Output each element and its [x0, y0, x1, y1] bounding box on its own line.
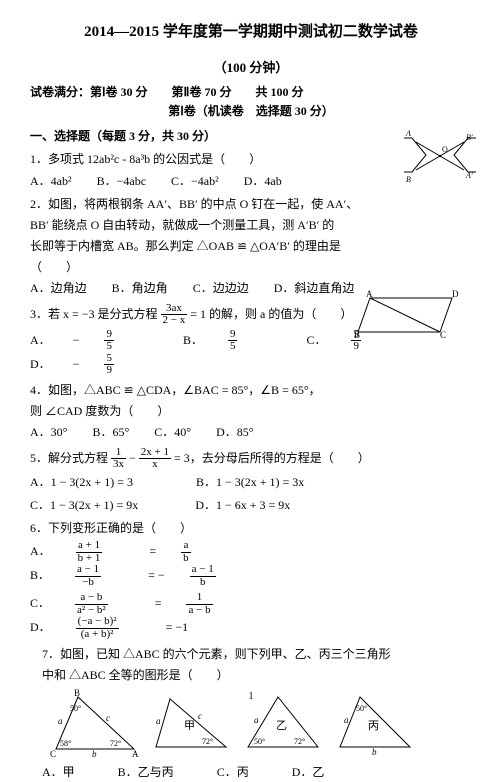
- svg-text:72°: 72°: [294, 737, 305, 746]
- svg-text:c: c: [106, 713, 110, 723]
- q7-line2: 中和 △ABC 全等的图形是（ ）: [42, 666, 472, 685]
- q5-opt-b: B．1 − 3(2x + 1) = 3x: [196, 473, 304, 492]
- q5-opt-a: A．1 − 3(2x + 1) = 3: [30, 473, 133, 492]
- svg-text:B: B: [354, 330, 360, 340]
- svg-text:甲: 甲: [184, 720, 195, 732]
- q7-options: A．甲 B．乙与丙 C．丙 D．乙: [42, 763, 472, 782]
- q2-line4: （ ）: [30, 258, 472, 277]
- q1-opt-a: A．4ab²: [30, 172, 72, 191]
- q4-line1: 4．如图，△ABC ≌ △CDA，∠BAC = 85°，∠B = 65°，: [30, 381, 472, 400]
- q6-opt-d: D． (−a − b)²(a + b)² = −1: [30, 616, 210, 640]
- q4-line2: 则 ∠CAD 度数为（ ）: [30, 402, 472, 421]
- svg-text:72°: 72°: [202, 737, 213, 746]
- svg-text:a: a: [156, 716, 161, 726]
- q6-stem: 6．下列变形正确的是（ ）: [30, 519, 472, 538]
- q2-figure: O B′ A′ B A: [404, 130, 476, 190]
- q1-opt-b: B．−4abc: [97, 172, 146, 191]
- scoring-line-1: 试卷满分：第Ⅰ卷 30 分 第Ⅱ卷 70 分 共 100 分: [30, 83, 472, 102]
- q5-frac2: 2x + 1x: [139, 447, 171, 471]
- duration: （100 分钟）: [30, 58, 472, 79]
- q5-frac1: 13x: [111, 447, 126, 471]
- q3-stem-b: = 1 的解，则 a 的值为（ ）: [190, 306, 352, 320]
- q7-opt-c: C．丙: [217, 763, 249, 782]
- q6-opt-b: B． a − 1−b = − a − 1b: [30, 564, 260, 588]
- q2-opt-a: A．边角边: [30, 279, 87, 298]
- q4-opt-a: A．30°: [30, 423, 67, 442]
- q6-options-row2: C． a − ba² − b² = 1a − b D． (−a − b)²(a …: [30, 592, 472, 640]
- q5-stem-b: = 3，去分母后所得的方程是（ ）: [174, 450, 370, 464]
- q5-stem-a: 5．解分式方程: [30, 450, 111, 464]
- q5-options-row1: A．1 − 3(2x + 1) = 3 B．1 − 3(2x + 1) = 3x: [30, 473, 472, 492]
- svg-text:B′: B′: [466, 133, 473, 142]
- q2-line1: 2．如图，将两根钢条 AA′、BB′ 的中点 O 钉在一起，使 AA′、: [30, 195, 472, 214]
- q7-line1: 7．如图，已知 △ABC 的六个元素，则下列甲、乙、丙三个三角形: [42, 645, 472, 664]
- q6-options-row1: A． a + 1b + 1 = ab B． a − 1−b = − a − 1b: [30, 540, 472, 588]
- svg-text:50°: 50°: [356, 704, 367, 713]
- page-number: 1: [0, 689, 502, 705]
- q4-opt-c: C．40°: [154, 423, 191, 442]
- q5-stem: 5．解分式方程 13x − 2x + 1x = 3，去分母后所得的方程是（ ）: [30, 447, 472, 471]
- svg-text:B: B: [406, 175, 411, 184]
- q6-opt-c: C． a − ba² − b² = 1a − b: [30, 592, 257, 616]
- q5-opt-d: D．1 − 6x + 3 = 9x: [195, 496, 290, 515]
- svg-text:b: b: [372, 747, 377, 757]
- svg-text:D: D: [452, 290, 459, 299]
- q5-opt-c: C．1 − 3(2x + 1) = 9x: [30, 496, 138, 515]
- scoring-line-2: 第Ⅰ卷（机读卷 选择题 30 分）: [30, 102, 472, 121]
- q3-opt-d: D．− 59: [30, 353, 158, 377]
- svg-text:乙: 乙: [276, 719, 287, 732]
- q3-frac: 3ax 2 − x: [161, 303, 188, 327]
- svg-text:A: A: [366, 290, 373, 299]
- svg-text:a: a: [254, 715, 259, 725]
- q4-options: A．30° B．65° C．40° D．85°: [30, 423, 472, 442]
- q4-figure: A D B C: [352, 290, 462, 340]
- q4-opt-d: D．85°: [216, 423, 253, 442]
- q3-stem-a: 3．若 x = −3 是分式方程: [30, 306, 161, 320]
- q7-opt-b: B．乙与丙: [118, 763, 174, 782]
- svg-text:c: c: [198, 711, 202, 721]
- svg-text:58°: 58°: [60, 739, 71, 748]
- q7-opt-d: D．乙: [292, 763, 325, 782]
- exam-title: 2014—2015 学年度第一学期期中测试初二数学试卷: [30, 20, 472, 44]
- q7-opt-a: A．甲: [42, 763, 75, 782]
- svg-text:C: C: [440, 330, 446, 340]
- svg-text:50°: 50°: [70, 704, 81, 713]
- q3-opt-b: B． 95: [183, 329, 282, 353]
- svg-text:72°: 72°: [110, 739, 121, 748]
- svg-text:C: C: [50, 749, 56, 759]
- svg-text:a: a: [344, 715, 349, 725]
- q2-opt-c: C．边边边: [193, 279, 249, 298]
- q2-opt-d: D．斜边直角边: [274, 279, 355, 298]
- q4-opt-b: B．65°: [92, 423, 129, 442]
- svg-text:50°: 50°: [254, 737, 265, 746]
- svg-text:A: A: [405, 130, 411, 138]
- q2-line2: BB′ 能绕点 O 自由转动，就做成一个测量工具，测 A′B′ 的: [30, 216, 472, 235]
- svg-text:b: b: [92, 749, 97, 759]
- q2-opt-b: B．角边角: [112, 279, 168, 298]
- q1-opt-d: D．4ab: [244, 172, 282, 191]
- svg-text:A′: A′: [465, 171, 473, 180]
- q3-opt-a: A．− 95: [30, 329, 158, 353]
- svg-text:A: A: [132, 749, 139, 759]
- q1-opt-c: C．−4ab²: [171, 172, 219, 191]
- q2-line3: 长即等于内槽宽 AB。那么判定 △OAB ≌ △OA′B′ 的理由是: [30, 237, 472, 256]
- svg-text:a: a: [58, 716, 63, 726]
- q5-options-row2: C．1 − 3(2x + 1) = 9x D．1 − 6x + 3 = 9x: [30, 496, 472, 515]
- q6-opt-a: A． a + 1b + 1 = ab: [30, 540, 235, 564]
- svg-text:O: O: [442, 145, 448, 154]
- svg-text:丙: 丙: [368, 720, 379, 732]
- q5-mid: −: [129, 450, 139, 464]
